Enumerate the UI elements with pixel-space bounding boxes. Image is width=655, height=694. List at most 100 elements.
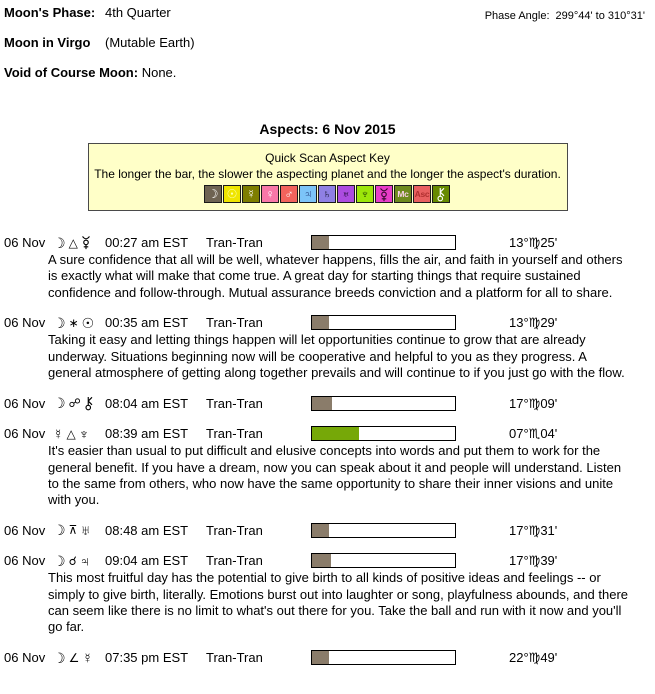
aspect-row: 06 Nov ☽ ∠ ☿ 07:35 pm EST Tran-Tran 22°♍…	[4, 649, 655, 666]
planet-key-strip: ☽ ☉ ☿ ♀ ♂ ♃ ♄ ♅ ♆ Mc Asc	[89, 185, 567, 203]
aspect-glyphs: ☽ ☍	[53, 396, 105, 411]
neptune-key-icon: ♆	[356, 185, 374, 203]
moon-key-icon: ☽	[204, 185, 222, 203]
aspect-row: 06 Nov ☽ ☌ ♃ 09:04 am EST Tran-Tran 17°♍…	[4, 552, 655, 635]
moons-phase-label: Moon's Phase:	[4, 5, 96, 20]
mc-key-icon: Mc	[394, 185, 412, 203]
moons-phase-value: 4th Quarter	[105, 5, 171, 20]
duration-bar-fill	[312, 396, 333, 410]
aspect-time: 09:04 am EST	[105, 553, 189, 569]
aspect-date: 06 Nov	[4, 235, 46, 250]
moon-icon: ☽	[53, 234, 66, 251]
aspect-key-subtitle: The longer the bar, the slower the aspec…	[94, 167, 561, 181]
trine-icon: △	[66, 426, 76, 441]
aspect-header-line: 06 Nov ☽ ∗ ☉ 00:35 am EST Tran-Tran 13°♍…	[4, 314, 655, 331]
duration-bar-fill	[312, 427, 360, 441]
aspect-position: 13°♍29'	[509, 315, 558, 331]
uranus-key-icon: ♅	[337, 185, 355, 203]
aspect-header-line: 06 Nov ☽ ∠ ☿ 07:35 pm EST Tran-Tran 22°♍…	[4, 649, 655, 666]
aspect-position: 17°♍09'	[509, 395, 558, 411]
mars-key-icon: ♂	[280, 185, 298, 203]
aspect-position: 17°♍31'	[509, 522, 558, 538]
aspect-type: Tran-Tran	[206, 395, 263, 411]
aspect-type: Tran-Tran	[206, 553, 263, 569]
pluto-icon	[81, 235, 91, 250]
duration-bar-fill	[312, 236, 330, 249]
moon-icon: ☽	[53, 314, 66, 331]
chiron-icon	[84, 396, 94, 411]
chiron-key-icon	[432, 185, 450, 203]
duration-bar-fill	[312, 523, 330, 537]
phase-angle-value: 299°44' to 310°31'	[555, 10, 645, 22]
jupiter-key-icon: ♃	[299, 185, 317, 203]
aspect-date: 06 Nov	[4, 426, 46, 442]
opposition-icon: ☍	[68, 396, 81, 411]
aspect-time: 07:35 pm EST	[105, 650, 189, 666]
duration-bar	[311, 650, 456, 666]
aspect-date: 06 Nov	[4, 553, 46, 569]
duration-bar	[311, 235, 456, 250]
duration-bar-fill	[312, 554, 331, 568]
aspect-description: This most fruitful day has the potential…	[48, 570, 629, 635]
moon-icon: ☽	[53, 395, 66, 412]
conjunction-icon: ☌	[68, 553, 77, 568]
aspect-key-title: Quick Scan Aspect Key	[265, 151, 390, 165]
aspect-time: 00:27 am EST	[105, 235, 189, 250]
phase-angle-label: Phase Angle:	[484, 10, 550, 22]
duration-bar	[311, 315, 456, 331]
duration-bar	[311, 553, 456, 569]
aspect-glyphs: ☽ △	[53, 235, 105, 250]
aspect-date: 06 Nov	[4, 650, 46, 666]
moon-sign-label: Moon in Virgo	[4, 35, 91, 50]
aspect-time: 00:35 am EST	[105, 315, 189, 331]
mercury-icon: ☿	[82, 649, 93, 666]
aspect-type: Tran-Tran	[206, 522, 263, 538]
aspect-row: 06 Nov ☽ ∗ ☉ 00:35 am EST Tran-Tran 13°♍…	[4, 314, 655, 381]
quincunx-icon: ⊼	[68, 523, 78, 538]
aspect-glyphs: ☿ △ ♆	[53, 427, 105, 441]
aspect-row: 06 Nov ☽ ⊼ ♅ 08:48 am EST Tran-Tran 17°♍…	[4, 522, 655, 539]
aspect-header-line: 06 Nov ☽ ⊼ ♅ 08:48 am EST Tran-Tran 17°♍…	[4, 522, 655, 539]
duration-bar	[311, 426, 456, 442]
aspect-header-line: 06 Nov ☽ △ 00:27 am EST Tran-Tran 13°♍25…	[4, 234, 655, 251]
aspect-glyphs: ☽ ⊼ ♅	[53, 523, 105, 537]
aspect-header-line: 06 Nov ☽ ☌ ♃ 09:04 am EST Tran-Tran 17°♍…	[4, 552, 655, 569]
aspect-row: 06 Nov ☽ ☍ 08:04 am EST Tran-Tran 17°♍09…	[4, 395, 655, 412]
aspect-type: Tran-Tran	[206, 426, 263, 442]
duration-bar	[311, 522, 456, 538]
report-page: Moon's Phase: 4th Quarter Phase Angle: 299…	[0, 4, 655, 666]
trine-icon: △	[68, 235, 78, 250]
aspect-date: 06 Nov	[4, 395, 46, 411]
aspect-list: 06 Nov ☽ △ 00:27 am EST Tran-Tran 13°♍25…	[0, 234, 655, 666]
aspect-position: 13°♍25'	[509, 235, 558, 250]
aspect-time: 08:48 am EST	[105, 522, 189, 538]
moon-icon: ☽	[53, 522, 66, 539]
mercury-icon: ☿	[53, 425, 64, 442]
void-of-course-value: None.	[141, 65, 177, 80]
aspect-description: A sure confidence that all will be well,…	[48, 252, 623, 300]
moons-phase-line: Moon's Phase: 4th Quarter	[0, 4, 655, 21]
mercury-key-icon: ☿	[242, 185, 260, 203]
aspect-type: Tran-Tran	[206, 650, 263, 666]
moon-icon: ☽	[53, 552, 66, 569]
moon-sign-value: (Mutable Earth)	[105, 35, 195, 50]
aspect-type: Tran-Tran	[206, 315, 263, 331]
aspect-position: 17°♍39'	[509, 553, 558, 569]
sun-key-icon: ☉	[223, 185, 241, 203]
sextile-icon: ∗	[68, 315, 79, 330]
moon-icon: ☽	[53, 649, 66, 666]
aspect-date: 06 Nov	[4, 315, 46, 331]
aspect-time: 08:39 am EST	[105, 426, 189, 442]
duration-bar-fill	[312, 651, 330, 665]
duration-bar-fill	[312, 316, 330, 330]
neptune-icon: ♆	[78, 425, 90, 442]
aspect-glyphs: ☽ ∠ ☿	[53, 651, 105, 665]
duration-bar	[311, 395, 456, 411]
aspect-row: 06 Nov ☿ △ ♆ 08:39 am EST Tran-Tran 07°♏…	[4, 425, 655, 508]
aspect-type: Tran-Tran	[206, 235, 263, 250]
jupiter-icon: ♃	[79, 552, 91, 569]
page-title: Aspects: 6 Nov 2015	[259, 121, 396, 137]
moon-sign-line: Moon in Virgo (Mutable Earth)	[0, 34, 655, 51]
saturn-key-icon: ♄	[318, 185, 336, 203]
aspect-header-line: 06 Nov ☿ △ ♆ 08:39 am EST Tran-Tran 07°♏…	[4, 425, 655, 442]
